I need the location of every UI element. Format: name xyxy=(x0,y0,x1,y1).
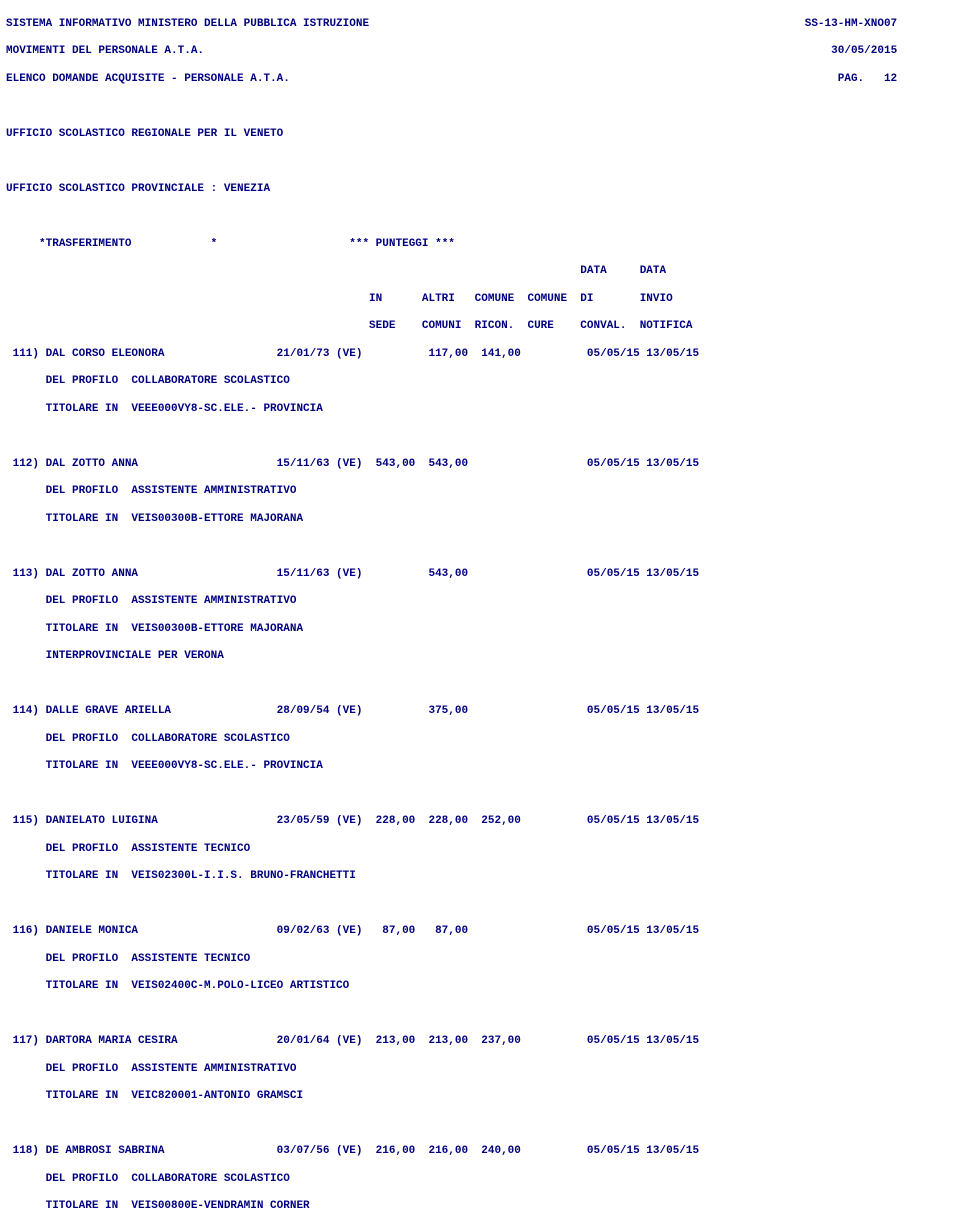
header-2-left: MOVIMENTI DEL PERSONALE A.T.A. xyxy=(6,45,204,57)
record-112-line-1: 112) DAL ZOTTO ANNA 15/11/63 (VE) 543,00… xyxy=(6,458,954,472)
blank-line xyxy=(6,1008,954,1022)
record-113-line-3: TITOLARE IN VEIS00300B-ETTORE MAJORANA xyxy=(6,623,954,637)
record-118-line-3: TITOLARE IN VEIS00800E-VENDRAMIN CORNER xyxy=(6,1200,954,1214)
header-line-2: MOVIMENTI DEL PERSONALE A.T.A. 30/05/201… xyxy=(6,45,954,59)
record-113-line-2: DEL PROFILO ASSISTENTE AMMINISTRATIVO xyxy=(6,595,954,609)
record-114-line-2: DEL PROFILO COLLABORATORE SCOLASTICO xyxy=(6,733,954,747)
record-117-line-1: 117) DARTORA MARIA CESIRA 20/01/64 (VE) … xyxy=(6,1035,954,1049)
blank-line xyxy=(6,788,954,802)
record-116-line-1: 116) DANIELE MONICA 09/02/63 (VE) 87,00 … xyxy=(6,925,954,939)
header-line-3: ELENCO DOMANDE ACQUISITE - PERSONALE A.T… xyxy=(6,73,954,87)
record-115-line-3: TITOLARE IN VEIS02300L-I.I.S. BRUNO-FRAN… xyxy=(6,870,954,884)
record-118-line-2: DEL PROFILO COLLABORATORE SCOLASTICO xyxy=(6,1173,954,1187)
ufficio-regionale: UFFICIO SCOLASTICO REGIONALE PER IL VENE… xyxy=(6,128,954,142)
record-116-line-2: DEL PROFILO ASSISTENTE TECNICO xyxy=(6,953,954,967)
blank-line xyxy=(6,155,954,169)
record-118-line-1: 118) DE AMBROSI SABRINA 03/07/56 (VE) 21… xyxy=(6,1145,954,1159)
blank-line xyxy=(6,100,954,114)
column-header-row-3: SEDE COMUNI RICON. CURE CONVAL. NOTIFICA xyxy=(6,320,954,334)
record-113-line-1: 113) DAL ZOTTO ANNA 15/11/63 (VE) 543,00… xyxy=(6,568,954,582)
header-1-right: SS-13-HM-XNO07 xyxy=(805,18,897,30)
record-111-line-3: TITOLARE IN VEEE000VY8-SC.ELE.- PROVINCI… xyxy=(6,403,954,417)
record-117-line-3: TITOLARE IN VEIC820001-ANTONIO GRAMSCI xyxy=(6,1090,954,1104)
record-111-line-1: 111) DAL CORSO ELEONORA 21/01/73 (VE) 11… xyxy=(6,348,954,362)
header-line-1: SISTEMA INFORMATIVO MINISTERO DELLA PUBB… xyxy=(6,18,954,32)
ufficio-provinciale: UFFICIO SCOLASTICO PROVINCIALE : VENEZIA xyxy=(6,183,954,197)
document-page: SISTEMA INFORMATIVO MINISTERO DELLA PUBB… xyxy=(0,0,960,1226)
col-punteggi: *** PUNTEGGI *** xyxy=(349,238,455,250)
record-114-line-1: 114) DALLE GRAVE ARIELLA 28/09/54 (VE) 3… xyxy=(6,705,954,719)
column-header-row-0: *TRASFERIMENTO * *** PUNTEGGI *** xyxy=(6,238,954,252)
blank-line xyxy=(6,540,954,554)
record-115-line-2: DEL PROFILO ASSISTENTE TECNICO xyxy=(6,843,954,857)
header-1-left: SISTEMA INFORMATIVO MINISTERO DELLA PUBB… xyxy=(6,18,369,30)
header-3-right: PAG. 12 xyxy=(838,73,897,85)
record-112-line-2: DEL PROFILO ASSISTENTE AMMINISTRATIVO xyxy=(6,485,954,499)
record-116-line-3: TITOLARE IN VEIS02400C-M.POLO-LICEO ARTI… xyxy=(6,980,954,994)
record-112-line-3: TITOLARE IN VEIS00300B-ETTORE MAJORANA xyxy=(6,513,954,527)
blank-line xyxy=(6,898,954,912)
record-114-line-3: TITOLARE IN VEEE000VY8-SC.ELE.- PROVINCI… xyxy=(6,760,954,774)
column-header-row-2: IN ALTRI COMUNE COMUNE DI INVIO xyxy=(6,293,954,307)
record-117-line-2: DEL PROFILO ASSISTENTE AMMINISTRATIVO xyxy=(6,1063,954,1077)
record-115-line-1: 115) DANIELATO LUIGINA 23/05/59 (VE) 228… xyxy=(6,815,954,829)
blank-line xyxy=(6,678,954,692)
column-header-row-1: DATA DATA xyxy=(6,265,954,279)
record-113-line-4: INTERPROVINCIALE PER VERONA xyxy=(6,650,954,664)
record-111-line-2: DEL PROFILO COLLABORATORE SCOLASTICO xyxy=(6,375,954,389)
header-2-right: 30/05/2015 xyxy=(831,45,897,57)
blank-line xyxy=(6,1118,954,1132)
header-3-left: ELENCO DOMANDE ACQUISITE - PERSONALE A.T… xyxy=(6,73,290,85)
blank-line xyxy=(6,210,954,224)
col-trasferimento: *TRASFERIMENTO * xyxy=(39,238,217,250)
blank-line xyxy=(6,430,954,444)
